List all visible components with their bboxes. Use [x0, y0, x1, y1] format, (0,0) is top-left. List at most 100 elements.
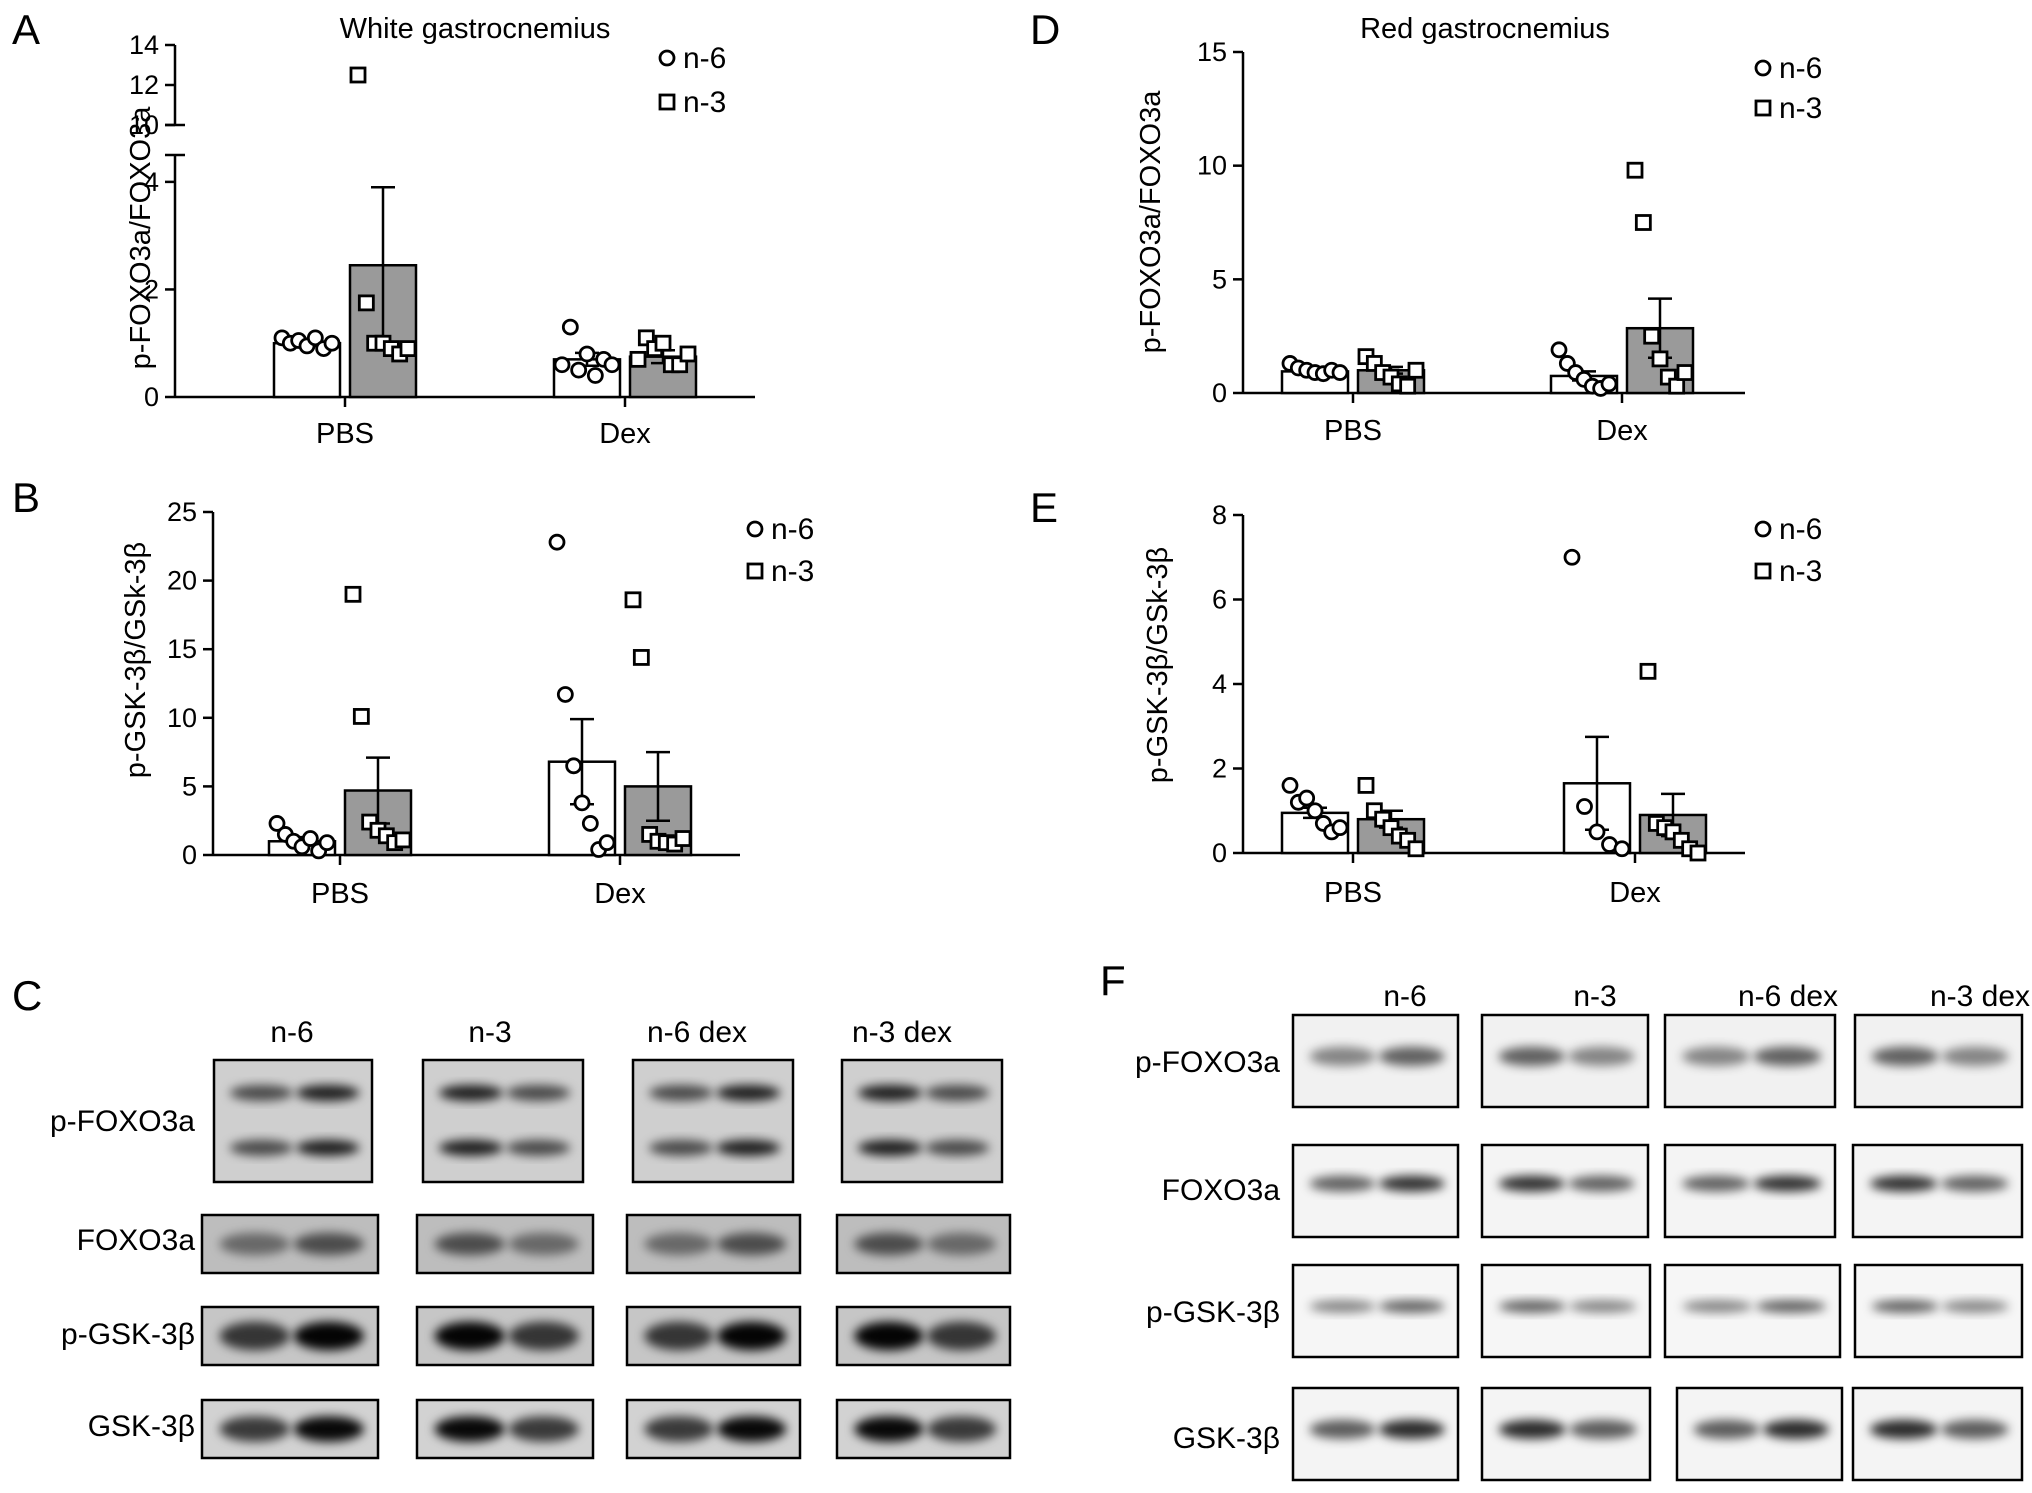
panel-c-band	[293, 1321, 364, 1351]
panel-f-band	[1682, 1175, 1750, 1192]
panel-c-band	[434, 1232, 505, 1256]
panel-f-band	[1682, 1300, 1753, 1313]
panel-e-data-point	[1613, 840, 1631, 858]
panel-f-band	[1762, 1419, 1829, 1439]
panel-f-row-label: p-FOXO3a	[1135, 1046, 1280, 1079]
panel-b-data-point	[352, 708, 370, 725]
panel-f-row-label: FOXO3a	[1162, 1174, 1281, 1207]
panel-d-data-point	[1550, 341, 1568, 359]
panel-a-legend-marker	[658, 93, 676, 111]
panel-c-group-label: n-3 dex	[852, 1016, 952, 1049]
panel-c-band	[293, 1416, 364, 1442]
panel-c-row-label: p-FOXO3a	[50, 1105, 195, 1138]
panel-b-data-point	[581, 815, 599, 832]
panel-b-legend-marker	[746, 520, 764, 538]
panel-c-band	[854, 1416, 924, 1442]
panel-d-data-point	[1331, 364, 1349, 381]
panel-d-legend-label: n-6	[1779, 52, 1822, 85]
panel-d-legend-marker	[1754, 99, 1772, 117]
panel-a-data-point	[654, 334, 672, 352]
panel-c-group-label: n-6 dex	[647, 1016, 747, 1049]
panel-a-data-point	[561, 318, 579, 336]
panel-e-legend-marker	[1754, 520, 1772, 538]
panel-f-band	[1568, 1046, 1635, 1066]
panel-b-data-point	[573, 794, 591, 812]
panel-a-ytick-label: 0	[144, 382, 159, 412]
panel-d-category-label: Dex	[1596, 415, 1648, 447]
panel-d-data-point	[1668, 377, 1686, 395]
panel-letter-d: D	[1030, 6, 1060, 53]
panel-f-band	[1869, 1175, 1938, 1192]
panel-f-row-label: GSK-3β	[1173, 1422, 1280, 1455]
panel-c-band	[506, 1084, 571, 1101]
panel-f-band	[1498, 1300, 1566, 1313]
panel-e-ylabel: p-GSK-3β/GSk-3β	[1142, 547, 1174, 783]
panel-f-band	[1869, 1419, 1938, 1439]
panel-a-legend-label: n-6	[683, 42, 726, 75]
panel-f-band	[1309, 1419, 1376, 1439]
panel-d-legend-label: n-3	[1779, 92, 1822, 125]
panel-f-band	[1569, 1300, 1637, 1313]
panel-c-band	[716, 1416, 787, 1442]
panel-d-ylabel: p-FOXO3a/FOXO3a	[1135, 90, 1167, 354]
panel-d-legend-marker	[1754, 59, 1772, 77]
panel-c-band	[716, 1139, 781, 1156]
blot-panel-c: n-6 n-3 n-6 dex n-3 dex p-FOXO3a FOXO3a p-GSK-…	[50, 1016, 1012, 1460]
panel-c-band	[716, 1232, 787, 1256]
panel-a-ytick-label: 14	[129, 30, 159, 60]
panel-d-category-label: PBS	[1324, 415, 1382, 447]
panel-a-ytick-label: 12	[129, 70, 159, 100]
panel-c-band	[925, 1139, 990, 1156]
panel-f-band	[1378, 1419, 1445, 1439]
panel-d-title: Red gastrocnemius	[1360, 13, 1610, 45]
panel-b-data-point	[632, 649, 650, 666]
panel-c-band	[506, 1139, 571, 1156]
panel-b-data-point	[344, 585, 362, 603]
panel-f-band	[1756, 1300, 1826, 1313]
panel-c-band	[926, 1416, 997, 1442]
panel-f-band	[1941, 1046, 2009, 1066]
panel-f-group-label: n-3	[1573, 980, 1616, 1013]
panel-e-data-point	[1331, 819, 1349, 837]
panel-b-legend-marker	[746, 562, 764, 580]
panel-a-category-label: PBS	[316, 418, 374, 450]
panel-a-data-point	[578, 345, 596, 363]
panel-c-band	[229, 1084, 293, 1101]
panel-c-band	[649, 1084, 713, 1101]
panel-c-band	[219, 1416, 290, 1442]
panel-b-data-point	[301, 830, 319, 847]
panel-b-ytick-label: 5	[182, 771, 197, 801]
panel-e-data-point	[1306, 802, 1324, 820]
chart-panel-b: p-GSK-3β/GSk-3β 0 5 10 15 20 25 PBS Dex n-6 n-3	[120, 497, 814, 910]
panel-e-data-point	[1588, 823, 1606, 841]
panel-e-ytick-label: 6	[1212, 585, 1227, 615]
panel-f-band	[1498, 1419, 1566, 1439]
panel-c-band	[858, 1084, 922, 1101]
panel-c-group-label: n-3	[468, 1016, 511, 1049]
panel-f-band	[1309, 1046, 1376, 1066]
panel-c-row-label: FOXO3a	[77, 1224, 196, 1257]
panel-c-row-label: GSK-3β	[88, 1410, 195, 1443]
panel-f-group-label: n-6 dex	[1738, 980, 1838, 1013]
panel-a-data-point	[629, 350, 647, 368]
panel-d-ytick-label: 5	[1212, 264, 1227, 294]
panel-f-blot-frame	[1291, 1143, 1460, 1239]
panel-e-legend-marker	[1754, 562, 1772, 580]
panel-letter-c: C	[12, 972, 42, 1019]
panel-b-category-label: Dex	[594, 878, 646, 910]
panel-d-data-point	[1651, 350, 1669, 368]
panel-c-band	[439, 1084, 503, 1101]
panel-b-data-point	[598, 834, 616, 852]
panel-c-band	[508, 1321, 579, 1351]
panel-c-band	[229, 1139, 293, 1156]
panel-a-data-point	[306, 329, 324, 347]
panel-c-band	[219, 1321, 290, 1351]
panel-a-ylabel: p-FOXO3a/FOXO3a	[125, 106, 157, 370]
panel-a-data-point	[399, 340, 417, 358]
panel-c-blot-frame	[840, 1058, 1004, 1184]
panel-b-data-point	[268, 815, 286, 832]
panel-d-ytick-label: 15	[1197, 37, 1227, 67]
panel-letter-f: F	[1100, 957, 1126, 1004]
panel-e-data-point	[1689, 844, 1707, 862]
panel-d-data-point	[1676, 364, 1694, 381]
